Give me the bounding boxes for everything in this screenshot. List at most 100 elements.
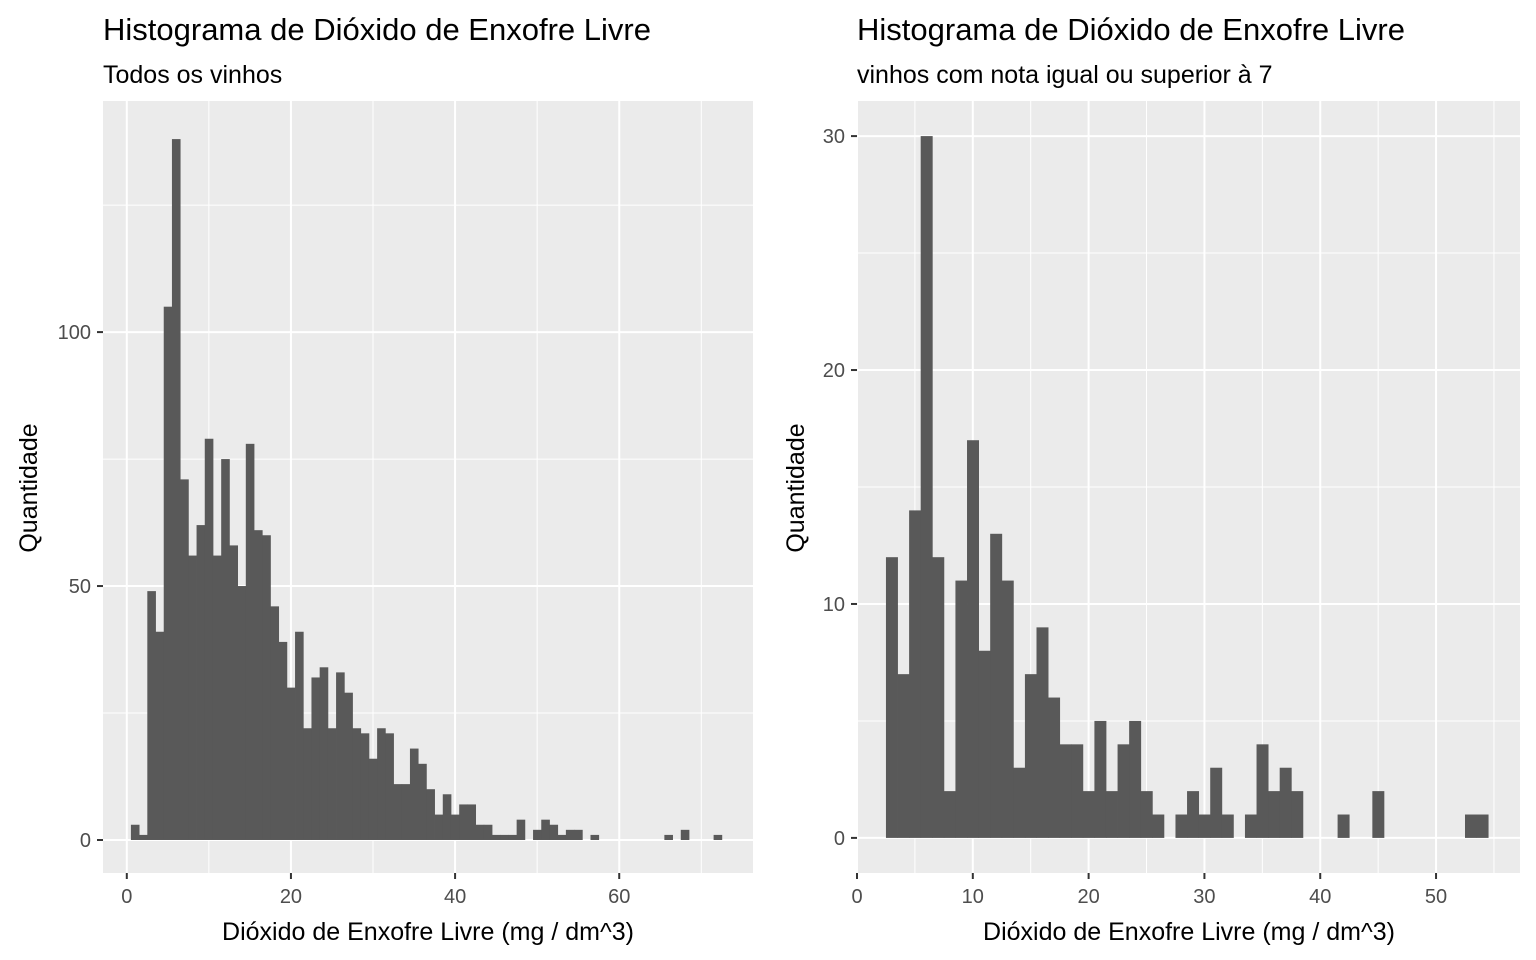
histogram-bar xyxy=(377,728,386,840)
histogram-bar xyxy=(1372,791,1385,838)
y-axis-ticks: 0 50 100 xyxy=(58,322,103,852)
histogram-bar xyxy=(590,834,600,840)
gridlines xyxy=(856,101,1520,873)
histogram-bar xyxy=(1279,767,1292,838)
histogram-bar xyxy=(967,440,979,838)
histogram-bar xyxy=(1140,791,1153,838)
histogram-bar xyxy=(459,804,468,840)
histogram-bar xyxy=(237,586,247,840)
histogram-bar xyxy=(1221,814,1234,838)
histogram-bar xyxy=(385,733,394,840)
histogram-bar xyxy=(932,557,945,838)
histogram-bar xyxy=(254,530,263,840)
y-axis-title: Quantidade xyxy=(15,423,43,552)
x-tick-label: 40 xyxy=(444,886,466,908)
histogram-bar xyxy=(1024,674,1037,838)
histogram-bar xyxy=(212,555,222,840)
histogram-high-quality-wines: Histograma de Dióxido de Enxofre Livre v… xyxy=(782,12,1520,946)
histogram-bar xyxy=(442,794,452,840)
histogram-bar xyxy=(516,819,526,840)
y-tick-label: 0 xyxy=(834,828,845,850)
histogram-bar xyxy=(1268,791,1281,838)
histogram-bar xyxy=(1198,814,1211,838)
histogram-bar xyxy=(229,545,238,840)
chart-title: Histograma de Dióxido de Enxofre Livre xyxy=(857,12,1405,47)
histogram-bar xyxy=(549,824,559,840)
histogram-bar xyxy=(327,728,337,840)
y-tick-label: 50 xyxy=(69,576,91,598)
histogram-bar xyxy=(1210,767,1223,838)
bars xyxy=(130,139,723,840)
histogram-bar xyxy=(1464,814,1477,838)
histogram-bar xyxy=(943,791,956,838)
x-tick-label: 50 xyxy=(1425,886,1447,908)
histogram-bar xyxy=(295,631,304,840)
histogram-bar xyxy=(1094,720,1107,838)
histogram-bar xyxy=(1476,814,1489,838)
y-axis-ticks: 0 10 20 30 xyxy=(823,126,857,850)
histogram-bar xyxy=(1036,627,1049,838)
x-tick-label: 30 xyxy=(1193,886,1215,908)
histogram-bar xyxy=(336,672,345,840)
histogram-bar xyxy=(188,555,197,840)
histogram-bar xyxy=(1059,744,1072,838)
histogram-bar xyxy=(426,789,435,840)
histogram-bar xyxy=(664,834,673,840)
histogram-bar xyxy=(319,667,329,840)
histogram-bar xyxy=(1187,791,1200,838)
histogram-bar xyxy=(1001,580,1014,838)
y-tick-label: 10 xyxy=(823,594,845,616)
histogram-bar xyxy=(897,674,910,838)
histogram-bar xyxy=(557,834,567,840)
histogram-bar xyxy=(467,804,477,840)
histogram-bar xyxy=(1129,720,1142,838)
gridlines xyxy=(103,101,753,873)
y-tick-label: 20 xyxy=(823,360,845,382)
histogram-bar xyxy=(1175,814,1188,838)
histogram-bar xyxy=(401,784,411,840)
histogram-bar xyxy=(204,438,214,840)
histogram-bar xyxy=(500,834,509,840)
histogram-bar xyxy=(147,591,156,840)
histogram-bar xyxy=(221,459,230,840)
histogram-bar xyxy=(130,824,140,840)
histogram-bar xyxy=(1048,697,1061,838)
histogram-bar xyxy=(1071,744,1084,838)
histogram-bar xyxy=(1244,814,1257,838)
histogram-bar xyxy=(680,829,690,840)
histogram-bar xyxy=(278,641,288,840)
x-tick-label: 20 xyxy=(1077,886,1099,908)
histogram-bar xyxy=(434,814,444,840)
histogram-bar xyxy=(1291,791,1304,838)
y-tick-label: 30 xyxy=(823,126,845,148)
bars xyxy=(885,136,1489,838)
y-tick-label: 0 xyxy=(80,830,91,852)
histogram-bar xyxy=(171,139,181,840)
x-tick-label: 40 xyxy=(1309,886,1331,908)
x-axis-ticks: 0 20 40 60 xyxy=(121,873,630,908)
x-axis-title: Dióxido de Enxofre Livre (mg / dm^3) xyxy=(222,918,634,946)
x-axis-title: Dióxido de Enxofre Livre (mg / dm^3) xyxy=(983,918,1395,946)
histogram-bar xyxy=(955,580,968,838)
histogram-all-wines: Histograma de Dióxido de Enxofre Livre T… xyxy=(15,12,753,946)
histogram-bar xyxy=(360,733,370,840)
histogram-bar xyxy=(508,834,518,840)
histogram-bar xyxy=(368,758,378,840)
histogram-bar xyxy=(574,829,583,840)
chart-subtitle: Todos os vinhos xyxy=(103,61,282,89)
histogram-bar xyxy=(909,510,922,838)
histogram-bar xyxy=(1082,791,1095,838)
histogram-bar xyxy=(196,525,206,840)
histogram-bar xyxy=(1013,767,1026,838)
histogram-bar xyxy=(1105,791,1118,838)
histogram-bar xyxy=(1337,814,1350,838)
histogram-bar xyxy=(541,819,550,840)
x-axis-ticks: 0 10 20 30 40 50 xyxy=(851,873,1447,908)
chart-title: Histograma de Dióxido de Enxofre Livre xyxy=(103,12,651,47)
histogram-bar xyxy=(155,631,165,840)
x-tick-label: 0 xyxy=(851,886,862,908)
histogram-bar xyxy=(990,533,1003,838)
histogram-bar xyxy=(352,728,362,840)
histogram-bar xyxy=(713,834,723,840)
histogram-bar xyxy=(1117,744,1130,838)
